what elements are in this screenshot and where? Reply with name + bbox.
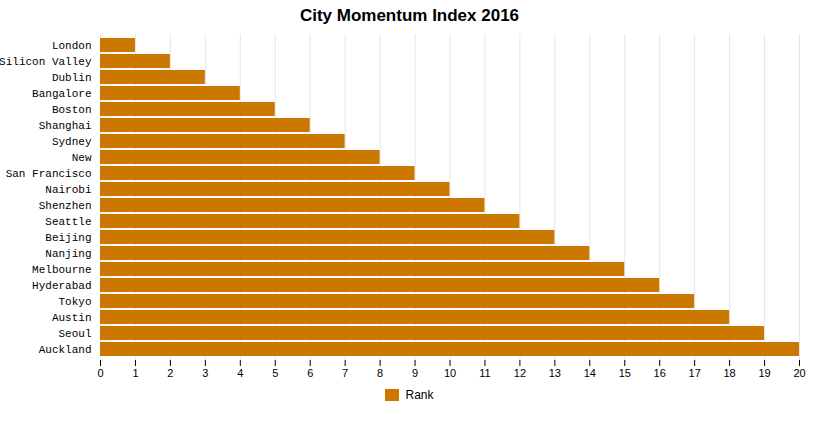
svg-text:9: 9 <box>412 367 418 379</box>
svg-text:Dublin: Dublin <box>52 72 92 84</box>
svg-text:13: 13 <box>549 367 561 379</box>
svg-text:14: 14 <box>584 367 596 379</box>
svg-text:Sydney: Sydney <box>52 136 92 148</box>
svg-text:Hyderabad: Hyderabad <box>32 280 91 292</box>
svg-text:6: 6 <box>307 367 313 379</box>
svg-text:Bangalore: Bangalore <box>32 88 91 100</box>
svg-text:Austin: Austin <box>52 312 92 324</box>
svg-text:15: 15 <box>619 367 631 379</box>
svg-text:18: 18 <box>723 367 735 379</box>
svg-text:10: 10 <box>444 367 456 379</box>
svg-text:New: New <box>72 152 92 164</box>
svg-text:4: 4 <box>237 367 243 379</box>
svg-text:Tokyo: Tokyo <box>58 296 91 308</box>
svg-text:Melbourne: Melbourne <box>32 264 91 276</box>
svg-text:Auckland: Auckland <box>39 344 92 356</box>
svg-text:8: 8 <box>377 367 383 379</box>
html-text:City Momentum Index 2016: City Momentum Index 2016 <box>299 6 520 25</box>
svg-text:Seoul: Seoul <box>58 328 91 340</box>
svg-text:London: London <box>52 40 92 52</box>
svg-text:11: 11 <box>479 367 490 379</box>
svg-text:0: 0 <box>97 367 103 379</box>
svg-text:Boston: Boston <box>52 104 92 116</box>
svg-text:20: 20 <box>793 367 805 379</box>
svg-text:Shenzhen: Shenzhen <box>39 200 92 212</box>
svg-text:San Francisco: San Francisco <box>6 168 92 180</box>
svg-text:3: 3 <box>202 367 208 379</box>
svg-text:17: 17 <box>689 367 701 379</box>
svg-text:Seattle: Seattle <box>45 216 91 228</box>
svg-text:12: 12 <box>514 367 526 379</box>
html-text:Rank: Rank <box>405 388 434 402</box>
svg-text:Nairobi: Nairobi <box>45 184 92 196</box>
svg-text:1: 1 <box>132 367 138 379</box>
svg-text:7: 7 <box>342 367 348 379</box>
svg-text:Nanjing: Nanjing <box>45 248 91 260</box>
svg-text:5: 5 <box>272 367 278 379</box>
svg-text:19: 19 <box>758 367 770 379</box>
svg-text:Silicon Valley: Silicon Valley <box>0 56 92 68</box>
svg-text:2: 2 <box>167 367 173 379</box>
svg-text:16: 16 <box>654 367 666 379</box>
svg-text:Beijing: Beijing <box>45 232 91 244</box>
svg-text:Shanghai: Shanghai <box>39 120 92 132</box>
